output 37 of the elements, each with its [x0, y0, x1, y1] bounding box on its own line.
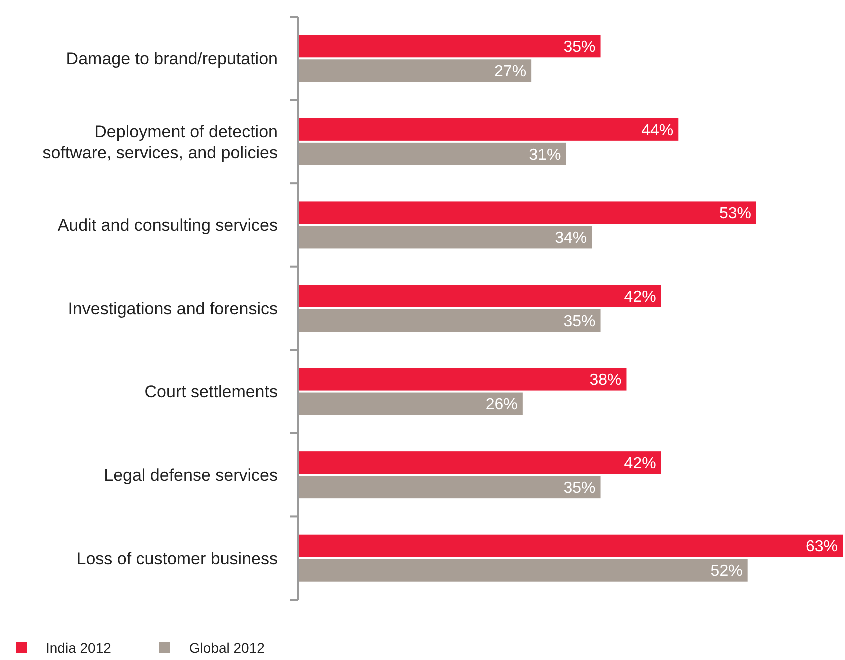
data-label: 42% — [624, 288, 656, 306]
y-tick-label: Loss of customer business — [76, 549, 278, 568]
y-tick-label: Audit and consulting services — [58, 216, 278, 236]
bar — [298, 60, 532, 82]
data-label: 31% — [529, 146, 562, 164]
data-label: 44% — [642, 122, 674, 140]
data-label: 26% — [486, 396, 518, 414]
bar — [298, 368, 627, 391]
bar — [298, 285, 662, 308]
y-tick-label: Damage to brand/reputation — [66, 50, 278, 69]
bar — [298, 534, 843, 558]
y-tick-label: Court settlements — [144, 382, 278, 402]
data-label: 27% — [494, 63, 527, 80]
data-label: 35% — [564, 313, 596, 330]
data-label: 35% — [564, 480, 596, 497]
data-label: 38% — [590, 372, 622, 390]
data-label: 53% — [719, 206, 752, 223]
legend-label: India 2012 — [46, 640, 112, 656]
y-tick-label: Investigations and forensics — [68, 299, 278, 318]
bar — [298, 310, 601, 332]
data-label: 35% — [564, 38, 596, 56]
bar — [298, 476, 601, 499]
bar — [298, 118, 679, 141]
bar — [298, 35, 601, 58]
data-label: 42% — [624, 455, 656, 472]
bar — [298, 226, 592, 249]
legend-label: Global 2012 — [189, 640, 266, 656]
bar — [298, 392, 523, 416]
data-label: 52% — [710, 563, 743, 580]
bar — [298, 202, 756, 224]
y-tick-label: Legal defense services — [104, 466, 278, 486]
data-label: 63% — [806, 538, 838, 556]
bar — [298, 559, 748, 582]
bar — [298, 452, 662, 474]
bar — [298, 142, 566, 166]
data-label: 34% — [555, 230, 588, 248]
y-tick-label: Deployment of detection software, services, and policies — [42, 122, 278, 162]
